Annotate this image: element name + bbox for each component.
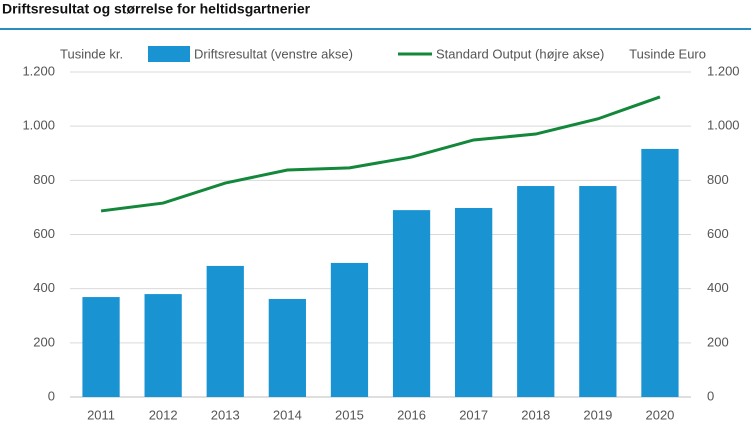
bar (455, 207, 493, 397)
bar (579, 186, 617, 397)
y2-tick-label: 0 (707, 388, 714, 403)
x-tick-label: 2018 (521, 407, 550, 422)
bar (330, 262, 369, 397)
legend-label: Driftsresultat (venstre akse) (194, 46, 353, 61)
y2-tick-label: 1.200 (707, 63, 740, 78)
y-tick-label: 0 (48, 388, 55, 403)
y-tick-label: 400 (33, 280, 55, 295)
bar (268, 298, 306, 397)
x-tick-label: 2019 (583, 407, 612, 422)
x-tick-label: 2016 (397, 407, 426, 422)
x-tick-label: 2020 (645, 407, 674, 422)
x-tick-label: 2013 (211, 407, 240, 422)
y2-axis-label: Tusinde Euro (629, 46, 706, 61)
y-tick-label: 200 (33, 334, 55, 349)
y2-tick-label: 400 (707, 280, 729, 295)
y-tick-label: 1.200 (22, 63, 55, 78)
chart-title: Driftsresultat og størrelse for heltidsg… (2, 1, 311, 17)
bar (144, 294, 182, 397)
line (100, 95, 661, 213)
y2-tick-label: 1.000 (707, 118, 740, 133)
bar (82, 297, 120, 397)
y2-tick-label: 200 (707, 334, 729, 349)
x-tick-label: 2012 (149, 407, 178, 422)
y-tick-label: 600 (33, 226, 55, 241)
bar (206, 265, 244, 397)
y-axis-label: Tusinde kr. (60, 46, 123, 61)
legend-swatch (148, 46, 190, 62)
y-tick-label: 800 (33, 172, 55, 187)
x-tick-label: 2014 (273, 407, 302, 422)
bar (517, 186, 555, 397)
x-tick-label: 2017 (459, 407, 488, 422)
x-tick-label: 2011 (87, 407, 115, 422)
bar (392, 210, 431, 397)
bar (641, 148, 679, 397)
y2-tick-label: 600 (707, 226, 729, 241)
x-tick-label: 2015 (335, 407, 364, 422)
y-tick-label: 1.000 (22, 118, 55, 133)
legend-label: Standard Output (højre akse) (436, 46, 604, 61)
y2-tick-label: 800 (707, 172, 729, 187)
